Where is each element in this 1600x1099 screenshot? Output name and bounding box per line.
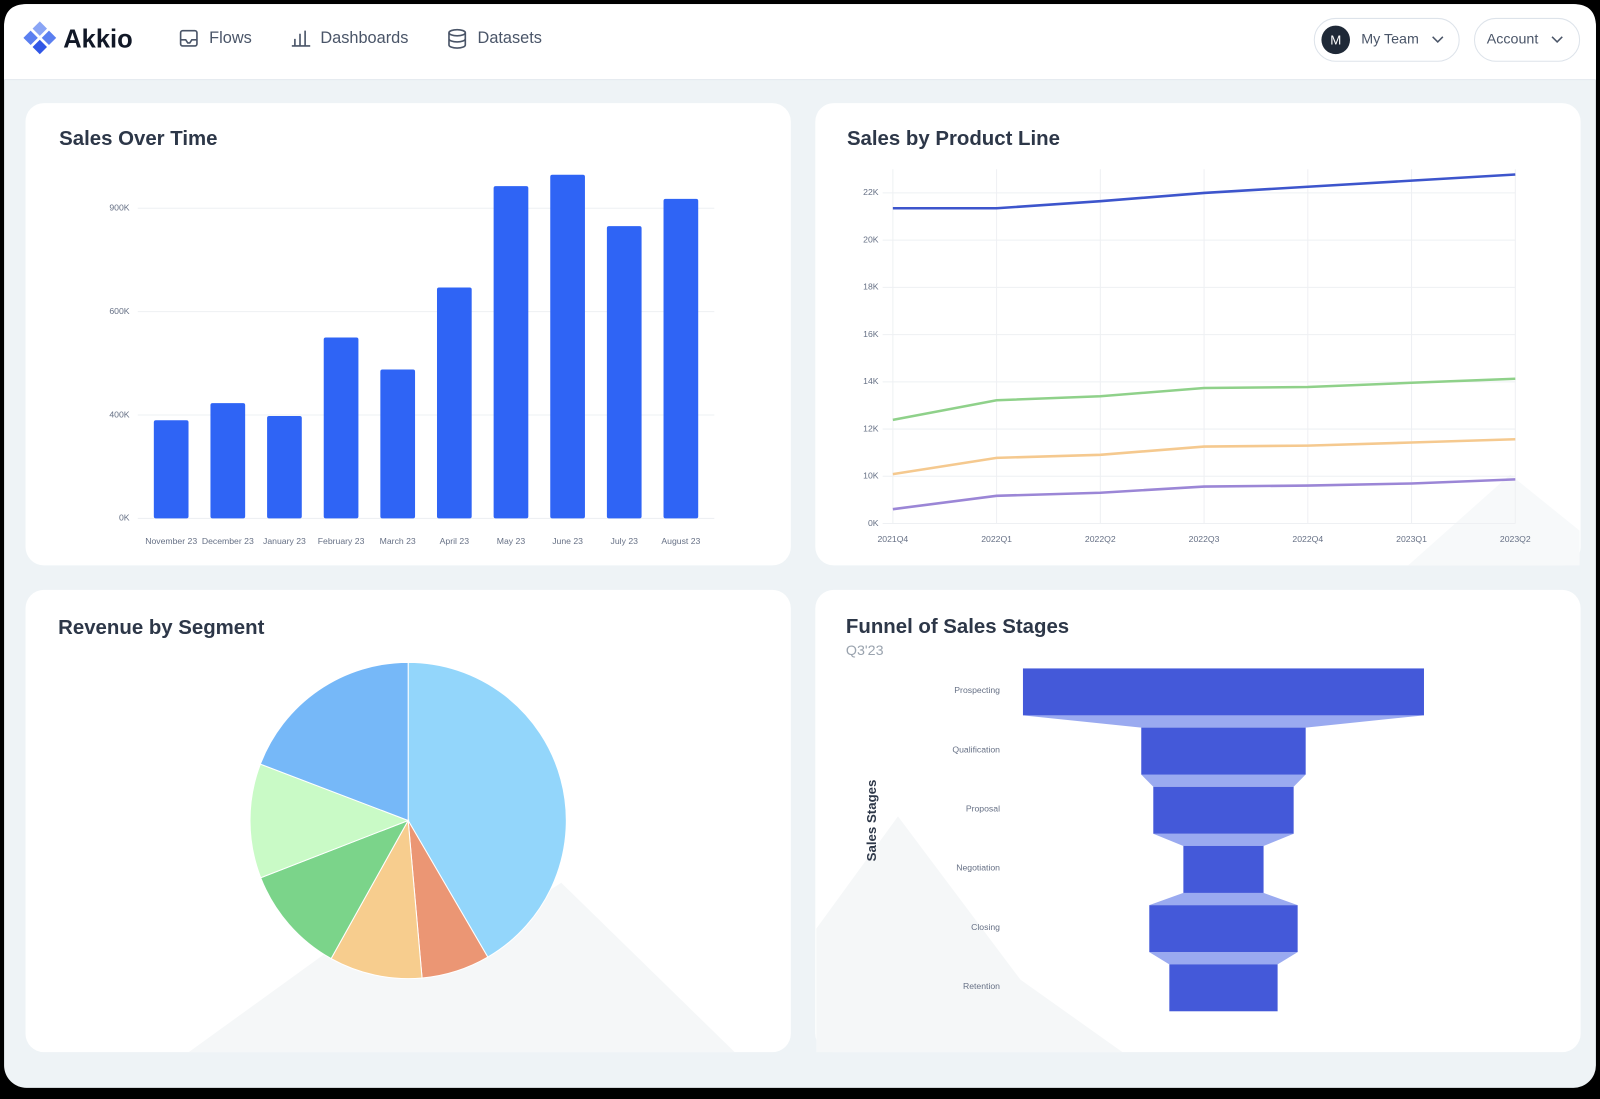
y-tick-label: 18K — [863, 282, 879, 292]
y-tick-label: 400K — [109, 409, 129, 419]
x-tick-label: 2021Q4 — [877, 534, 908, 544]
bar — [210, 403, 246, 519]
team-label: My Team — [1361, 32, 1419, 48]
funnel-bar — [1183, 845, 1264, 893]
team-button[interactable] — [1313, 17, 1460, 62]
chevron — [1551, 36, 1563, 43]
account-label: Account — [1487, 32, 1539, 48]
y-tick-label: Negotiation — [956, 863, 1000, 873]
x-tick-label: April 23 — [440, 536, 470, 546]
x-tick-label: 2022Q3 — [1189, 534, 1220, 544]
avatar — [1321, 25, 1350, 55]
logo-text: Akkio — [63, 26, 132, 54]
y-tick-label: 0K — [868, 518, 879, 528]
x-tick-label: 2023Q1 — [1396, 534, 1427, 544]
x-tick-label: 2022Q4 — [1292, 534, 1323, 544]
y-tick-label: 20K — [863, 234, 879, 244]
pie-slice — [259, 661, 409, 822]
x-tick-label: 2023Q2 — [1500, 534, 1531, 544]
funnel-bar — [1022, 668, 1424, 716]
dashboards-icon — [291, 30, 311, 47]
bar — [153, 420, 189, 519]
funnel-connector — [1141, 774, 1306, 787]
y-tick-label: 22K — [863, 187, 879, 197]
x-tick-label: June 23 — [552, 536, 583, 546]
y-tick-label: Qualification — [952, 744, 1000, 754]
top-bar — [4, 4, 1596, 80]
bar — [380, 369, 416, 519]
funnel-bar — [1169, 964, 1278, 1012]
chevron — [1432, 36, 1444, 43]
x-tick-label: August 23 — [661, 536, 700, 546]
nav-link[interactable]: Dashboards — [320, 29, 408, 47]
nav-link[interactable]: Flows — [209, 29, 252, 47]
x-tick-label: December 23 — [202, 536, 254, 546]
avatar-initial: M — [1330, 32, 1341, 47]
nav-link[interactable]: Datasets — [478, 29, 542, 47]
y-tick-label: 16K — [863, 329, 879, 339]
y-tick-label: 0K — [119, 513, 130, 523]
bar — [663, 198, 699, 519]
x-tick-label: 2022Q1 — [981, 534, 1012, 544]
background-shape — [1408, 474, 1580, 566]
y-tick-label: 600K — [109, 306, 129, 316]
pie-slice — [249, 763, 410, 879]
x-tick-label: March 23 — [380, 536, 416, 546]
y-tick-label: Prospecting — [954, 685, 1000, 695]
x-tick-label: May 23 — [497, 536, 526, 546]
bar — [550, 174, 585, 519]
flows-icon — [179, 29, 198, 47]
axis-label: Sales Stages — [864, 780, 879, 862]
pie-slice — [330, 818, 423, 980]
y-tick-label: 900K — [109, 203, 129, 213]
y-tick-label: 14K — [863, 376, 879, 386]
line-series — [892, 377, 1516, 422]
bar — [436, 287, 472, 519]
funnel-bar — [1149, 905, 1298, 953]
y-tick-label: 10K — [863, 471, 879, 481]
funnel-connector — [1022, 715, 1424, 728]
chart-title: Sales by Product Line — [847, 128, 1060, 150]
y-tick-label: 12K — [863, 423, 879, 433]
line-series — [892, 173, 1516, 210]
logo-icon — [23, 21, 57, 55]
funnel-bar — [1153, 786, 1294, 834]
bar — [267, 416, 302, 519]
datasets-icon — [448, 28, 467, 49]
line-series — [892, 478, 1516, 511]
funnel-bar — [1141, 727, 1306, 775]
funnel-connector — [1149, 952, 1298, 965]
chart-title: Revenue by Segment — [58, 617, 264, 639]
y-tick-label: Retention — [963, 981, 1000, 991]
pie-slice — [407, 661, 567, 958]
bar — [606, 226, 642, 519]
x-tick-label: November 23 — [145, 536, 197, 546]
x-tick-label: July 23 — [611, 536, 639, 546]
y-tick-label: Closing — [971, 922, 1000, 932]
bar — [493, 186, 529, 519]
background-shape — [816, 816, 1123, 1053]
x-tick-label: February 23 — [318, 536, 365, 546]
pie-slice — [260, 819, 410, 960]
chart-title: Funnel of Sales Stages — [846, 616, 1069, 638]
chart-title: Sales Over Time — [59, 128, 217, 150]
funnel-connector — [1153, 833, 1294, 846]
funnel-connector — [1149, 892, 1298, 906]
account-button[interactable] — [1473, 17, 1581, 62]
y-tick-label: Proposal — [966, 804, 1000, 814]
bar — [323, 337, 359, 519]
chart-subtitle: Q3'23 — [846, 643, 884, 659]
x-tick-label: 2022Q2 — [1085, 534, 1116, 544]
x-tick-label: January 23 — [263, 536, 306, 546]
line-series — [892, 437, 1516, 476]
